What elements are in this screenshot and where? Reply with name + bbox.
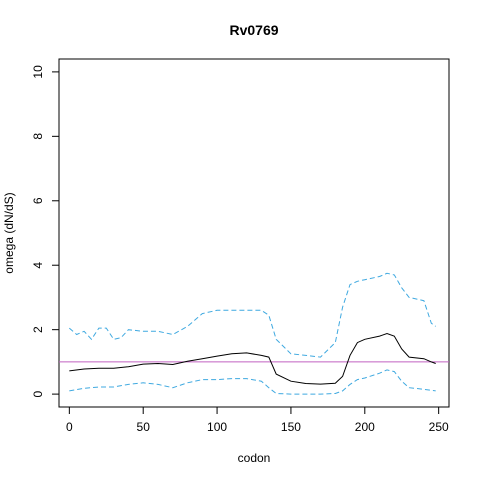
x-tick-label: 100 <box>207 420 227 434</box>
y-tick-label: 8 <box>31 133 45 140</box>
upper-bound-line <box>68 272 436 358</box>
x-axis-label: codon <box>238 451 271 465</box>
x-tick-label: 250 <box>429 420 449 434</box>
y-tick-label: 6 <box>31 197 45 204</box>
x-tick-label: 0 <box>66 420 73 434</box>
x-tick-label: 200 <box>355 420 375 434</box>
series-layer <box>68 272 436 395</box>
y-tick-label: 4 <box>31 262 45 269</box>
y-tick-label: 0 <box>31 390 45 397</box>
estimate-line <box>69 332 436 385</box>
y-axis: 0 2 4 6 8 10 <box>31 65 60 397</box>
x-tick-label: 150 <box>281 420 301 434</box>
y-tick-label: 10 <box>31 65 45 79</box>
x-tick-label: 50 <box>137 420 151 434</box>
lower-bound-line <box>69 369 436 395</box>
chart-title: Rv0769 <box>229 22 278 38</box>
x-axis: 0 50 100 150 200 250 <box>66 406 449 434</box>
y-tick-label: 2 <box>31 326 45 333</box>
y-axis-label: omega (dN/dS) <box>2 192 16 273</box>
